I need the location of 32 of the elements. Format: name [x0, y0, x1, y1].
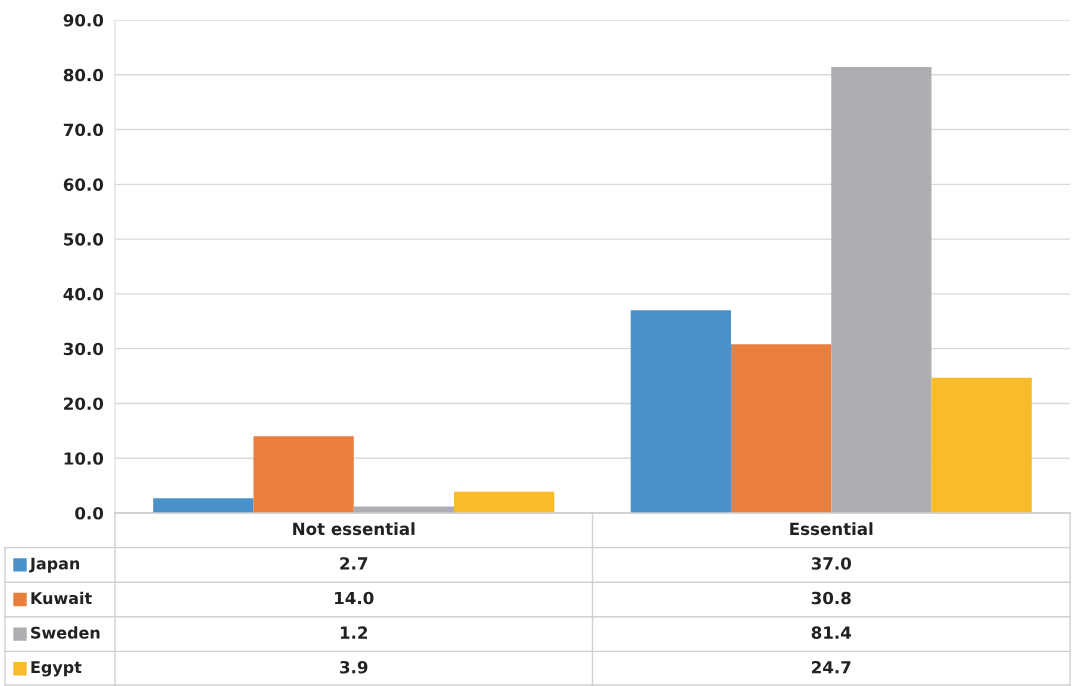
y-tick-label: 50.0: [64, 233, 104, 246]
data-label: 2.7: [340, 557, 368, 570]
y-tick-label: 10.0: [64, 452, 104, 465]
legend-label: Japan: [29, 557, 80, 573]
data-label: 1.2: [340, 626, 368, 639]
y-tick-label: 0.0: [75, 506, 104, 520]
data-label: 81.4: [811, 626, 852, 639]
x-tick-label: Not essential: [293, 522, 415, 536]
legend-label: Kuwait: [31, 591, 92, 605]
bar: [253, 436, 354, 513]
bar: [153, 498, 254, 513]
bar: [831, 67, 932, 513]
y-tick-label: 40.0: [63, 287, 104, 301]
y-tick-label: 60.0: [63, 178, 104, 191]
y-tick-label: 90.0: [63, 13, 104, 27]
legend-label: Sweden: [31, 626, 100, 639]
bar: [931, 377, 1032, 513]
data-label: 37.0: [811, 557, 852, 570]
y-tick-label: 80.0: [63, 68, 104, 82]
x-tick-label: Essential: [790, 522, 873, 536]
data-label: 3.9: [340, 660, 368, 674]
bar: [353, 506, 455, 513]
y-tick-label: 70.0: [63, 123, 104, 137]
bar: [630, 310, 731, 513]
legend-label: Egypt: [31, 661, 82, 677]
y-tick-label: 20.0: [64, 397, 104, 411]
data-label: 30.8: [811, 591, 851, 605]
data-label: 24.7: [812, 660, 851, 674]
data-label: 14.0: [335, 591, 374, 605]
y-tick-label: 30.0: [63, 342, 104, 356]
bar: [454, 491, 555, 513]
bar: [730, 344, 832, 513]
